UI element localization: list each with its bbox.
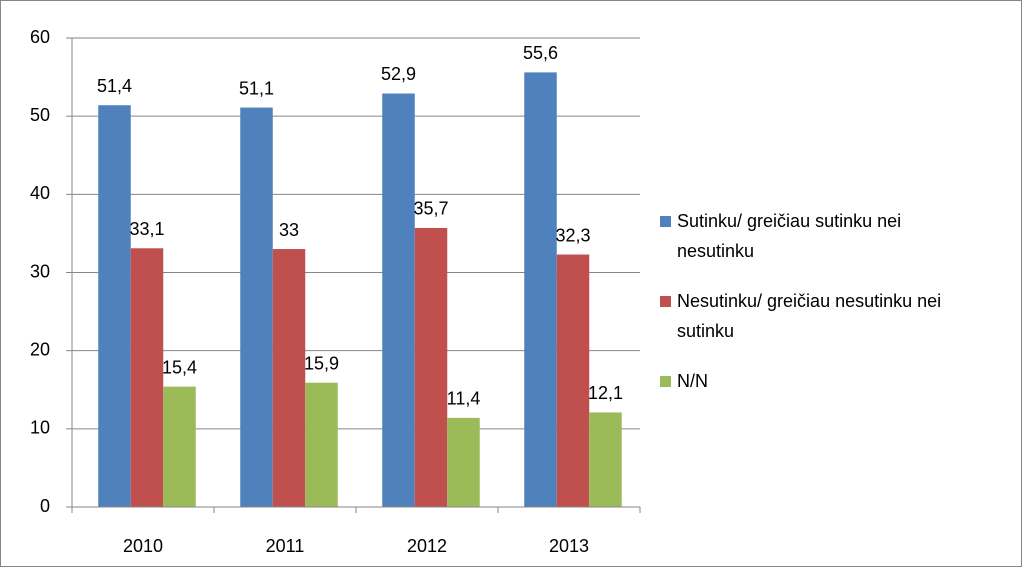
- legend-label: N/N: [677, 371, 708, 391]
- legend-label: Sutinku/ greičiau sutinku nei nesutinku: [677, 211, 902, 261]
- data-label: 35,7: [413, 199, 448, 219]
- legend: Sutinku/ greičiau sutinku nei nesutinku N…: [660, 206, 960, 416]
- bar: [272, 249, 306, 508]
- bar: [305, 382, 338, 507]
- data-label: 55,6: [523, 43, 558, 63]
- bar: [163, 386, 196, 507]
- y-tick-label: 20: [30, 339, 50, 359]
- legend-swatch: [660, 296, 671, 307]
- legend-item: N/N: [660, 366, 960, 396]
- y-tick-label: 10: [30, 418, 50, 438]
- data-label: 15,9: [304, 353, 339, 373]
- data-label: 51,4: [97, 76, 132, 96]
- data-label: 12,1: [588, 383, 623, 403]
- data-label: 11,4: [447, 389, 481, 409]
- legend-swatch: [660, 376, 671, 387]
- y-tick-label: 30: [30, 261, 50, 281]
- data-label: 33,1: [129, 219, 164, 239]
- x-tick-label: 2012: [407, 536, 447, 556]
- legend-swatch: [660, 216, 671, 227]
- x-tick-label: 2013: [549, 536, 589, 556]
- y-tick-label: 0: [40, 496, 50, 516]
- bar: [589, 412, 622, 507]
- bar: [382, 93, 415, 507]
- x-tick-label: 2010: [123, 536, 163, 556]
- data-label: 33: [279, 220, 299, 240]
- bar: [414, 227, 448, 507]
- data-label: 52,9: [381, 64, 416, 84]
- y-tick-label: 60: [30, 27, 50, 47]
- legend-item: Sutinku/ greičiau sutinku nei nesutinku: [660, 206, 960, 266]
- legend-item: Nesutinku/ greičiau nesutinku nei sutink…: [660, 286, 960, 346]
- data-label: 51,1: [239, 78, 274, 98]
- y-tick-label: 40: [30, 183, 50, 203]
- bar: [556, 254, 590, 507]
- bar: [130, 248, 164, 508]
- bar: [524, 72, 557, 507]
- bar: [98, 105, 131, 508]
- data-label: 32,3: [555, 225, 590, 245]
- x-tick-label: 2011: [266, 536, 305, 556]
- data-label: 15,4: [162, 357, 197, 377]
- bar: [447, 417, 480, 507]
- bar: [240, 107, 273, 508]
- legend-label: Nesutinku/ greičiau nesutinku nei sutink…: [677, 291, 942, 341]
- y-tick-label: 50: [30, 105, 50, 125]
